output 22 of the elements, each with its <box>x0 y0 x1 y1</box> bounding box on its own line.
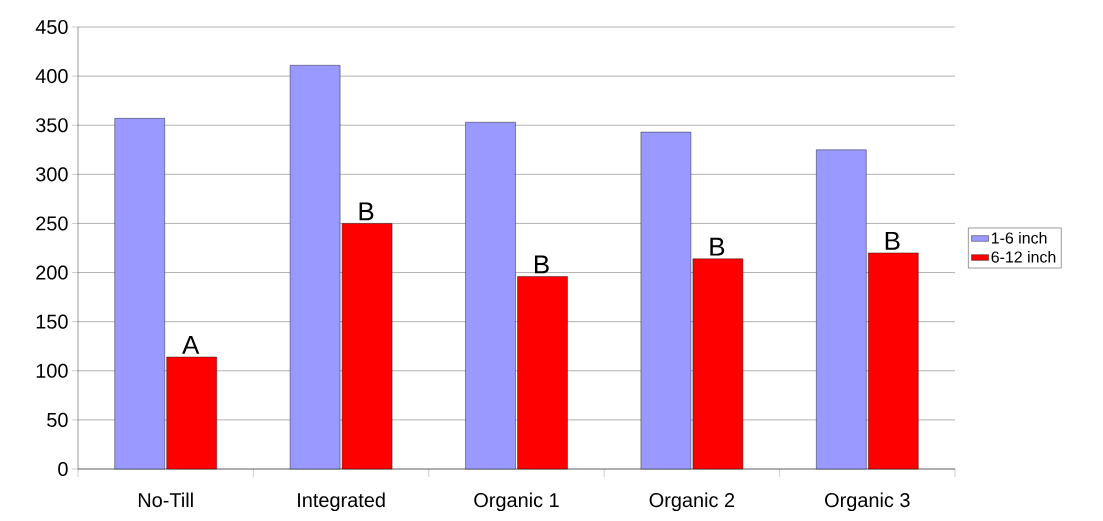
y-tick-label: 250 <box>36 216 68 231</box>
legend-label: 6-12 inch <box>991 251 1056 263</box>
x-tick-label: Organic 3 <box>825 492 910 512</box>
annotation: A <box>182 336 200 354</box>
annotation: B <box>534 255 549 274</box>
y-tick-label: 400 <box>35 69 68 84</box>
legend-label: 1-6 inch <box>991 231 1047 244</box>
x-tick-label: Integrated <box>298 492 385 512</box>
x-tick-label: Organic 2 <box>649 492 735 512</box>
x-tick-label: No-Till <box>138 492 193 508</box>
y-tick-label: 50 <box>47 412 68 427</box>
x-tick-label: Organic 1 <box>474 492 559 512</box>
y-tick-label: 200 <box>36 265 68 280</box>
y-tick-label: 100 <box>36 363 68 378</box>
y-tick-label: 350 <box>36 118 68 133</box>
y-tick-label: 0 <box>58 461 68 477</box>
y-tick-label: 450 <box>35 19 68 35</box>
annotation: B <box>359 202 374 221</box>
annotation: B <box>710 237 725 256</box>
annotation: B <box>885 231 900 250</box>
y-tick-label: 300 <box>36 167 68 182</box>
y-tick-label: 150 <box>36 314 68 329</box>
